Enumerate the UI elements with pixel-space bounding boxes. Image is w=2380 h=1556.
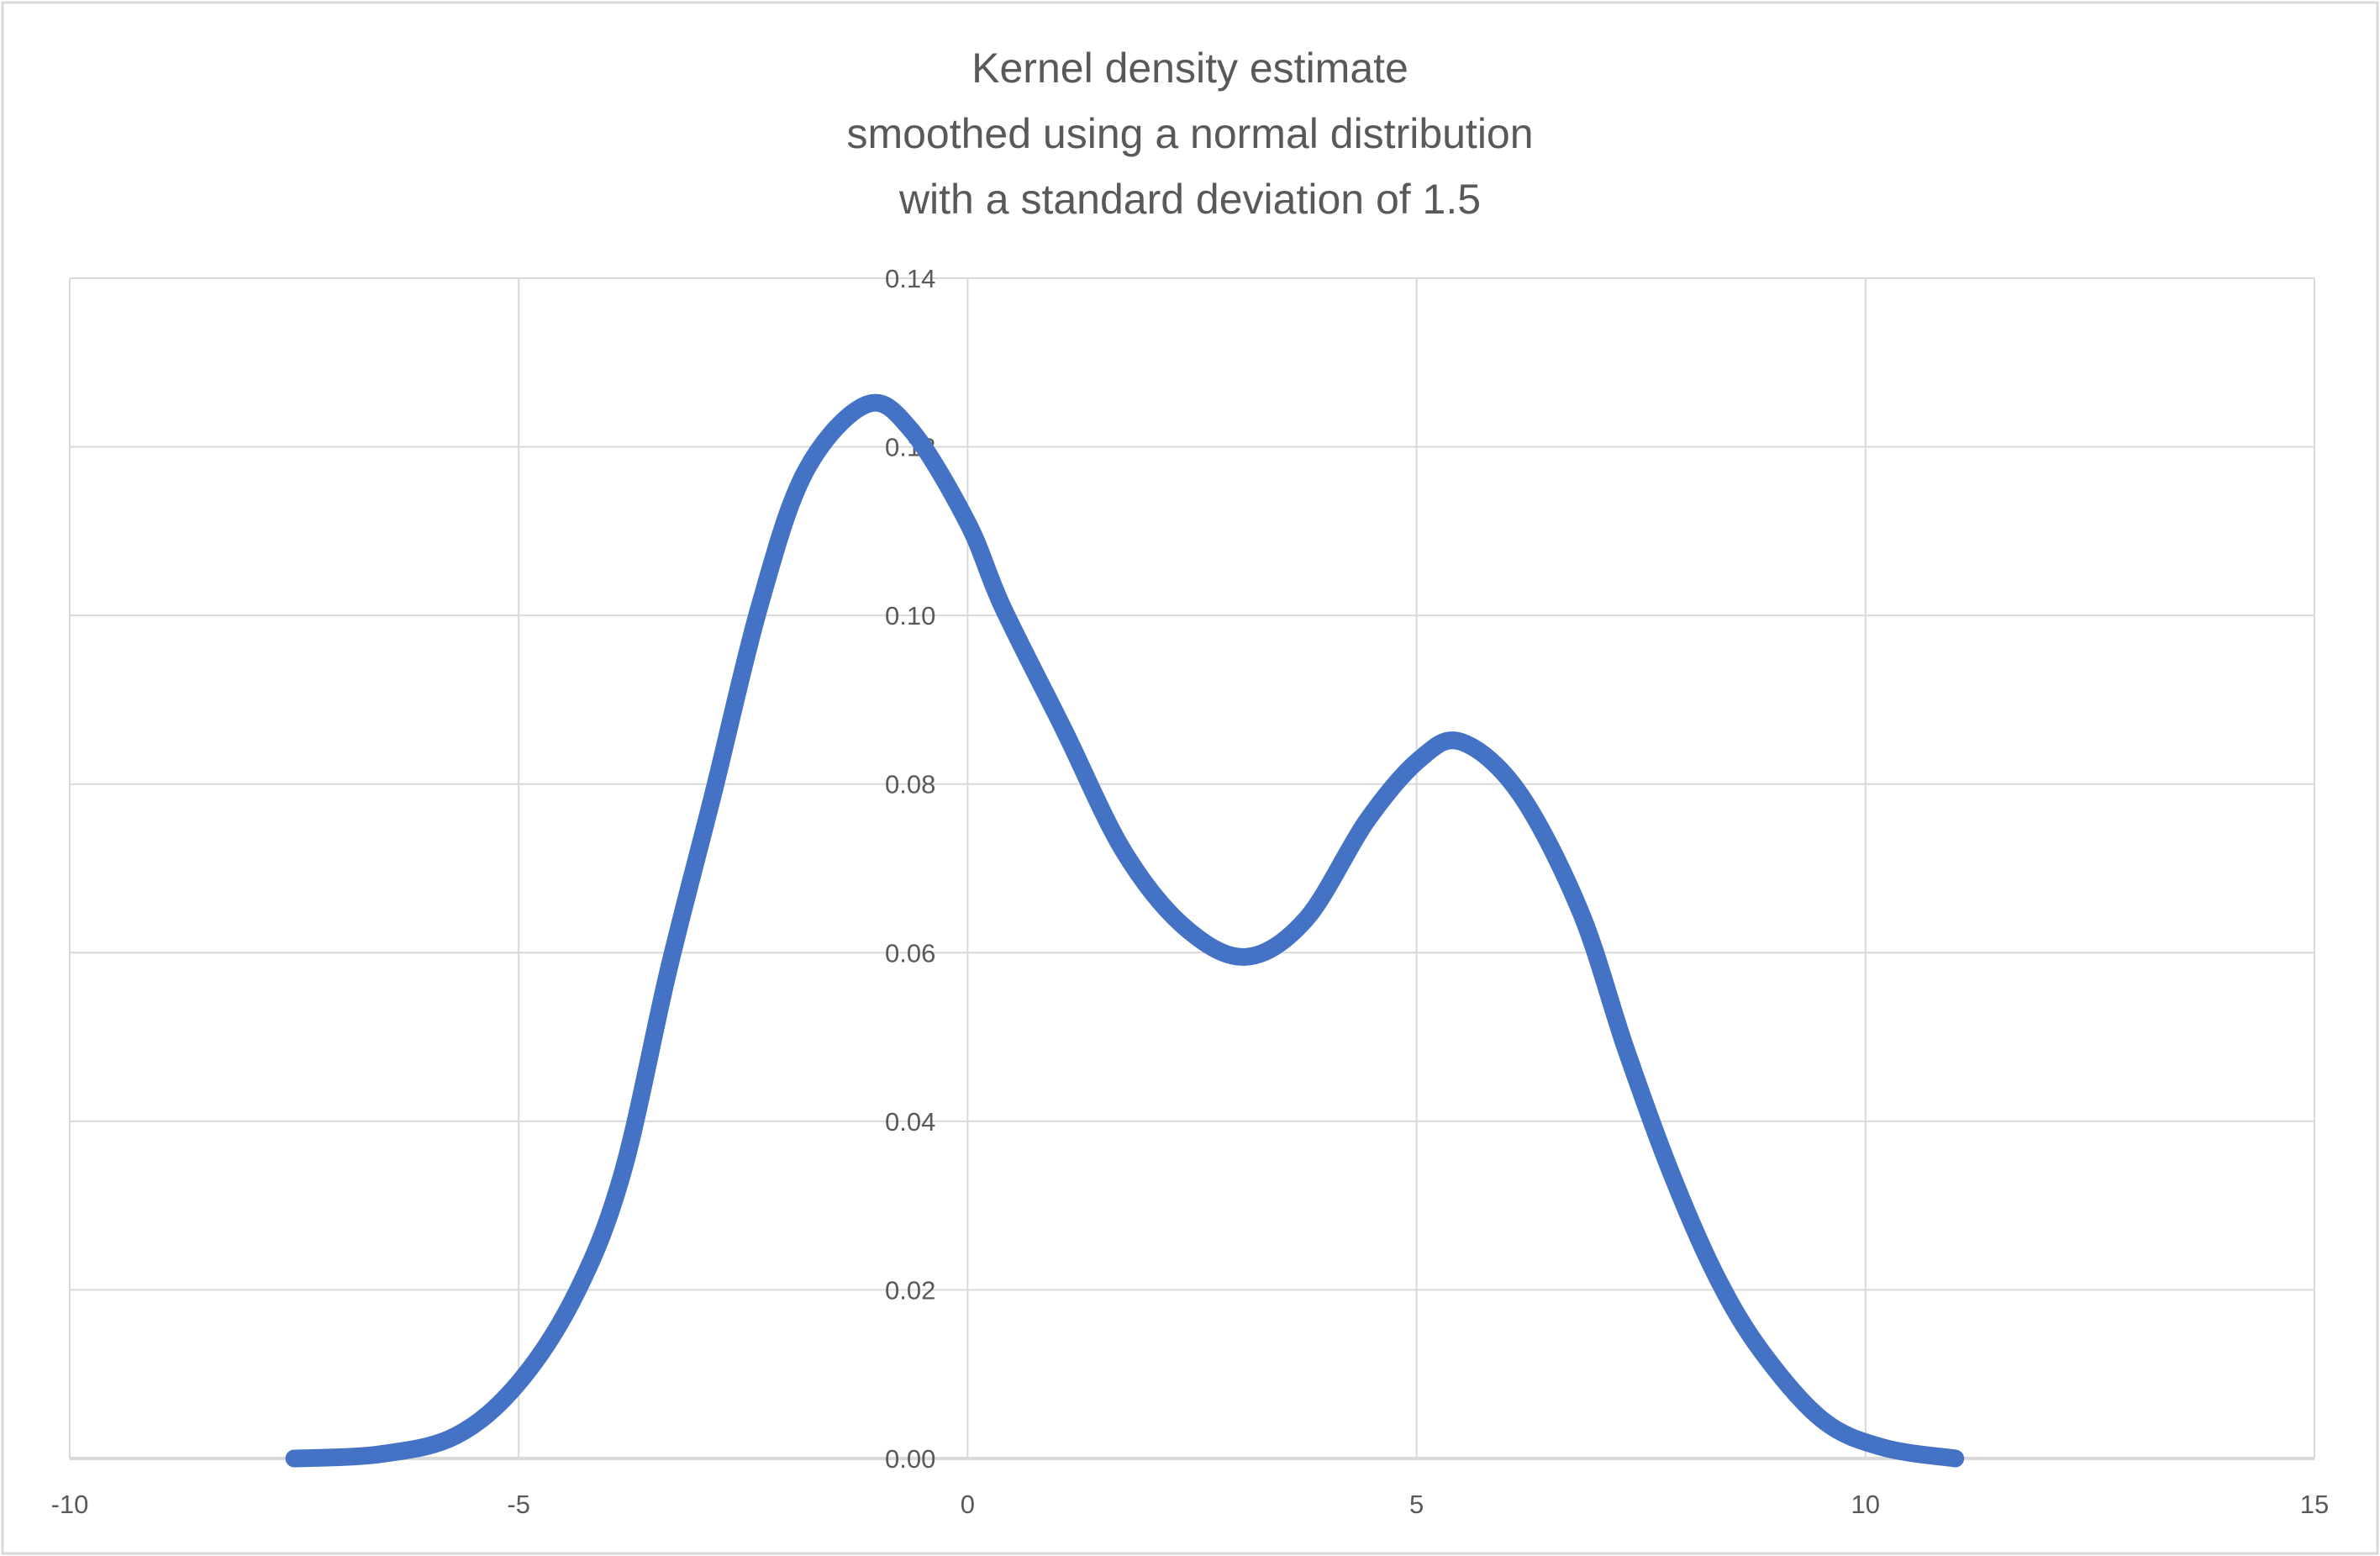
- chart-title-line-1: Kernel density estimate: [971, 45, 1409, 92]
- chart-title-line-3: with a standard deviation of 1.5: [898, 176, 1481, 223]
- x-tick-label: 5: [1409, 1490, 1424, 1519]
- x-tick-label: -10: [51, 1490, 89, 1519]
- x-tick-label: 10: [1851, 1490, 1880, 1519]
- y-tick-label: 0.06: [885, 938, 935, 968]
- kde-curve: [285, 393, 1965, 1468]
- y-tick-label: 0.14: [885, 264, 935, 293]
- y-tick-label: 0.10: [885, 601, 935, 630]
- chart-title: Kernel density estimate smoothed using a…: [846, 45, 1533, 223]
- gridlines: [69, 277, 2315, 1460]
- chart-title-line-2: smoothed using a normal distribution: [846, 110, 1533, 157]
- y-tick-label: 0.04: [885, 1107, 935, 1137]
- y-tick-label: 0.08: [885, 770, 935, 799]
- x-tick-label: 15: [2300, 1490, 2329, 1519]
- y-tick-label: 0.02: [885, 1275, 935, 1305]
- x-axis-tick-labels: -10 -5 0 5 10 15: [51, 1490, 2330, 1519]
- y-tick-label: 0.00: [885, 1444, 935, 1474]
- series-kde: [285, 393, 1965, 1468]
- y-axis-tick-labels: 0.000.020.040.060.080.100.120.14: [885, 264, 935, 1474]
- x-tick-label: -5: [507, 1490, 530, 1519]
- x-tick-label: 0: [961, 1490, 975, 1519]
